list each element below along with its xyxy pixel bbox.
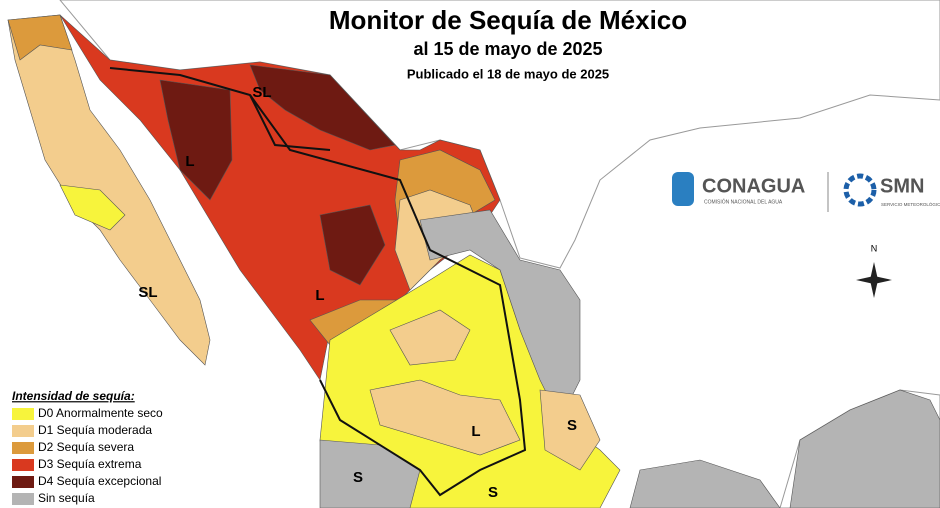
drought-region <box>629 459 781 508</box>
legend-swatch <box>12 425 34 437</box>
map-label: L <box>471 423 480 440</box>
legend-bg <box>6 385 196 508</box>
map-label: L <box>185 153 194 170</box>
smn-icon <box>843 173 877 207</box>
title: Monitor de Sequía de México <box>329 5 687 35</box>
subtitle: al 15 de mayo de 2025 <box>413 39 602 59</box>
drought-region <box>319 204 386 286</box>
legend-swatch <box>12 493 34 505</box>
map-label: S <box>488 484 498 501</box>
legend-label: D1 Sequía moderada <box>38 423 152 437</box>
drought-region <box>7 14 211 366</box>
drought-region <box>7 14 73 61</box>
legend-swatch <box>12 476 34 488</box>
drought-region <box>59 184 126 231</box>
compass-label: N <box>871 243 878 253</box>
map-label: S <box>353 469 363 486</box>
map-label: SL <box>252 84 271 101</box>
north-arrow <box>856 262 892 298</box>
legend-label: D2 Sequía severa <box>38 440 134 454</box>
legend-swatch <box>12 408 34 420</box>
drought-region <box>319 439 421 508</box>
impact-outline <box>109 67 527 497</box>
smn-sub: SERVICIO METEOROLÓGICO NACIONAL <box>881 201 940 207</box>
drought-region <box>539 389 601 471</box>
map-label: L <box>315 287 324 304</box>
conagua-logo: CONAGUA <box>702 175 805 197</box>
map-label: S <box>567 417 577 434</box>
published: Publicado el 18 de mayo de 2025 <box>407 66 609 81</box>
smn-logo: SMN <box>880 175 924 197</box>
conagua-sub: COMISIÓN NACIONAL DEL AGUA <box>704 198 783 205</box>
legend-label: Sin sequía <box>38 491 95 505</box>
legend-swatch <box>12 442 34 454</box>
legend-swatch <box>12 459 34 471</box>
map-label: SL <box>138 284 157 301</box>
impact-outline <box>249 94 331 151</box>
legend-label: D3 Sequía extrema <box>38 457 142 471</box>
legend-label: D0 Anormalmente seco <box>38 406 163 420</box>
conagua-icon <box>672 172 694 206</box>
drought-region <box>249 64 396 151</box>
legend-title: Intensidad de sequía: <box>12 389 135 403</box>
drought-region <box>789 389 940 508</box>
drought-region <box>389 309 471 366</box>
legend-label: D4 Sequía excepcional <box>38 474 161 488</box>
drought-region <box>369 379 521 456</box>
